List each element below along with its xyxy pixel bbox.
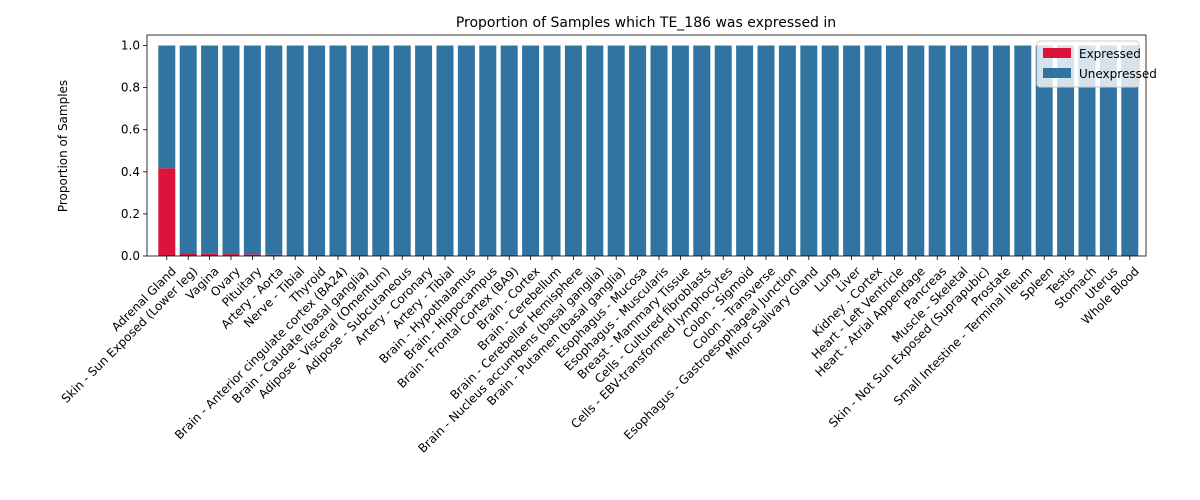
y-axis-label: Proportion of Samples (56, 80, 70, 212)
bar-unexpressed (864, 45, 882, 256)
bar-unexpressed (436, 45, 454, 256)
bar-unexpressed (179, 45, 197, 254)
bar-unexpressed (372, 45, 390, 256)
plot-bars (158, 45, 1139, 256)
bar-unexpressed (629, 45, 647, 256)
bar-unexpressed (415, 45, 433, 256)
bar-unexpressed (928, 45, 946, 256)
chart-title: Proportion of Samples which TE_186 was e… (456, 15, 836, 31)
bar-unexpressed (1014, 45, 1032, 256)
bar-expressed (243, 254, 261, 256)
bar-unexpressed (714, 45, 732, 256)
y-axis: 0.0 0.2 0.4 0.6 0.8 1.0 (121, 39, 147, 263)
bar-unexpressed (757, 45, 775, 256)
bar-unexpressed (671, 45, 689, 256)
bar-expressed (265, 254, 283, 256)
bar-unexpressed (243, 45, 261, 255)
y-tick-label: 0.6 (121, 123, 140, 137)
legend-swatch (1043, 68, 1071, 78)
bar-expressed (222, 254, 240, 256)
y-tick-label: 0.8 (121, 81, 140, 95)
bar-expressed (179, 253, 197, 256)
bar-unexpressed (1099, 45, 1117, 256)
bar-expressed (201, 253, 219, 256)
bar-unexpressed (329, 45, 347, 256)
bar-unexpressed (222, 45, 240, 255)
bar-unexpressed (265, 45, 283, 255)
bar-unexpressed (1057, 45, 1075, 256)
bar-unexpressed (1121, 45, 1139, 256)
bar-unexpressed (843, 45, 861, 256)
bar-unexpressed (1035, 45, 1053, 256)
y-tick-label: 0.2 (121, 207, 140, 221)
bar-unexpressed (201, 45, 219, 254)
bar-unexpressed (564, 45, 582, 256)
bar-unexpressed (992, 45, 1010, 256)
bar-unexpressed (158, 45, 176, 169)
bar-unexpressed (950, 45, 968, 256)
legend-label: Unexpressed (1079, 67, 1157, 81)
bar-unexpressed (1078, 45, 1096, 256)
x-tick-label: Skin - Sun Exposed (Lower leg) (59, 264, 201, 406)
bar-unexpressed (778, 45, 796, 256)
bar-unexpressed (500, 45, 518, 256)
bar-unexpressed (650, 45, 668, 256)
bar-unexpressed (607, 45, 625, 256)
bar-unexpressed (885, 45, 903, 256)
bar-unexpressed (479, 45, 497, 256)
bar-unexpressed (308, 45, 326, 256)
bar-unexpressed (821, 45, 839, 256)
bar-unexpressed (800, 45, 818, 256)
bar-unexpressed (286, 45, 304, 256)
bar-unexpressed (522, 45, 540, 256)
bar-unexpressed (736, 45, 754, 256)
legend-swatch (1043, 48, 1071, 58)
legend-label: Expressed (1079, 47, 1141, 61)
bar-unexpressed (693, 45, 711, 256)
y-tick-label: 0.0 (121, 249, 140, 263)
bar-unexpressed (543, 45, 561, 256)
bar-unexpressed (907, 45, 925, 256)
plot-frame (146, 34, 1147, 257)
bar-unexpressed (457, 45, 475, 256)
y-tick-label: 0.4 (121, 165, 140, 179)
bar-unexpressed (393, 45, 411, 256)
legend: Expressed Unexpressed (1036, 40, 1157, 88)
y-tick-label: 1.0 (121, 39, 140, 53)
bar-expressed (158, 168, 176, 256)
bar-unexpressed (350, 45, 368, 256)
bar-unexpressed (971, 45, 989, 256)
bar-unexpressed (586, 45, 604, 256)
